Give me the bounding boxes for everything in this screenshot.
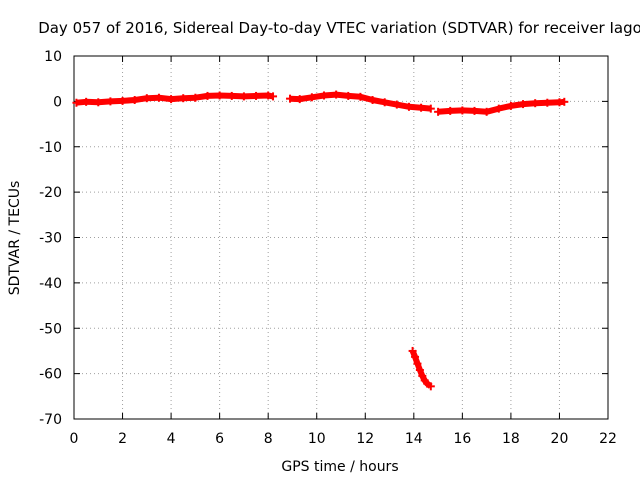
data-point	[167, 95, 176, 104]
data-point	[506, 101, 515, 110]
x-tick-label: 10	[308, 431, 326, 447]
y-axis-label: SDTVAR / TECUs	[7, 181, 23, 296]
data-point	[426, 382, 435, 391]
data-point	[560, 97, 569, 106]
data-point	[332, 90, 341, 99]
x-tick-label: 4	[167, 431, 176, 447]
data-point	[307, 93, 316, 102]
y-tick-label: -60	[39, 367, 62, 383]
data-point	[411, 352, 420, 361]
grid	[74, 56, 608, 419]
data-point	[434, 107, 443, 116]
data-point	[72, 98, 81, 107]
chart-title: Day 057 of 2016, Sidereal Day-to-day VTE…	[38, 19, 640, 37]
data-point	[494, 104, 503, 113]
y-tick-label: -10	[39, 140, 62, 156]
data-point	[227, 91, 236, 100]
data-point	[154, 93, 163, 102]
data-point	[179, 94, 188, 103]
data-point	[295, 95, 304, 104]
x-tick-label: 0	[70, 431, 79, 447]
x-tick-label: 2	[118, 431, 127, 447]
data-point	[458, 106, 467, 115]
x-tick-label: 20	[551, 431, 569, 447]
data-point	[269, 92, 278, 101]
data-point	[344, 91, 353, 100]
data-layer	[72, 90, 569, 391]
data-point	[404, 102, 413, 111]
x-tick-label: 12	[356, 431, 374, 447]
x-tick-label: 14	[405, 431, 423, 447]
data-point	[215, 91, 224, 100]
y-tick-label: -70	[39, 412, 62, 428]
data-point	[191, 93, 200, 102]
data-point	[408, 346, 417, 355]
data-point	[392, 100, 401, 109]
x-tick-label: 18	[502, 431, 520, 447]
data-point	[130, 96, 139, 105]
axes: 0 2 4 6 8 10 12 14 16 18 20 22 10 0 -10 -20 -30 -40 -50 -60…	[39, 49, 617, 447]
data-point	[417, 103, 426, 112]
data-point	[482, 107, 491, 116]
data-point	[356, 92, 365, 101]
y-tick-label: 10	[44, 49, 62, 65]
data-point	[380, 98, 389, 107]
data-point	[82, 97, 91, 106]
data-point	[118, 96, 127, 105]
x-tick-label: 22	[599, 431, 617, 447]
data-point	[106, 97, 115, 106]
x-tick-label: 8	[264, 431, 273, 447]
data-point	[519, 100, 528, 109]
y-tick-label: -20	[39, 185, 62, 201]
data-point	[320, 91, 329, 100]
data-point	[470, 106, 479, 115]
data-point	[426, 104, 435, 113]
x-tick-label: 6	[215, 431, 224, 447]
data-point	[94, 98, 103, 107]
data-point	[413, 359, 422, 368]
data-point	[446, 106, 455, 115]
data-point	[142, 94, 151, 103]
data-point	[543, 98, 552, 107]
data-point	[203, 91, 212, 100]
data-point	[368, 96, 377, 105]
data-point	[252, 91, 261, 100]
y-tick-label: 0	[53, 94, 62, 110]
data-point	[418, 371, 427, 380]
data-point	[286, 94, 295, 103]
x-axis-label: GPS time / hours	[281, 459, 398, 475]
x-tick-label: 16	[453, 431, 471, 447]
data-point	[239, 92, 248, 101]
y-tick-label: -30	[39, 231, 62, 247]
y-tick-label: -40	[39, 276, 62, 292]
y-tick-label: -50	[39, 321, 62, 337]
data-point	[531, 99, 540, 108]
data-point	[415, 365, 424, 374]
